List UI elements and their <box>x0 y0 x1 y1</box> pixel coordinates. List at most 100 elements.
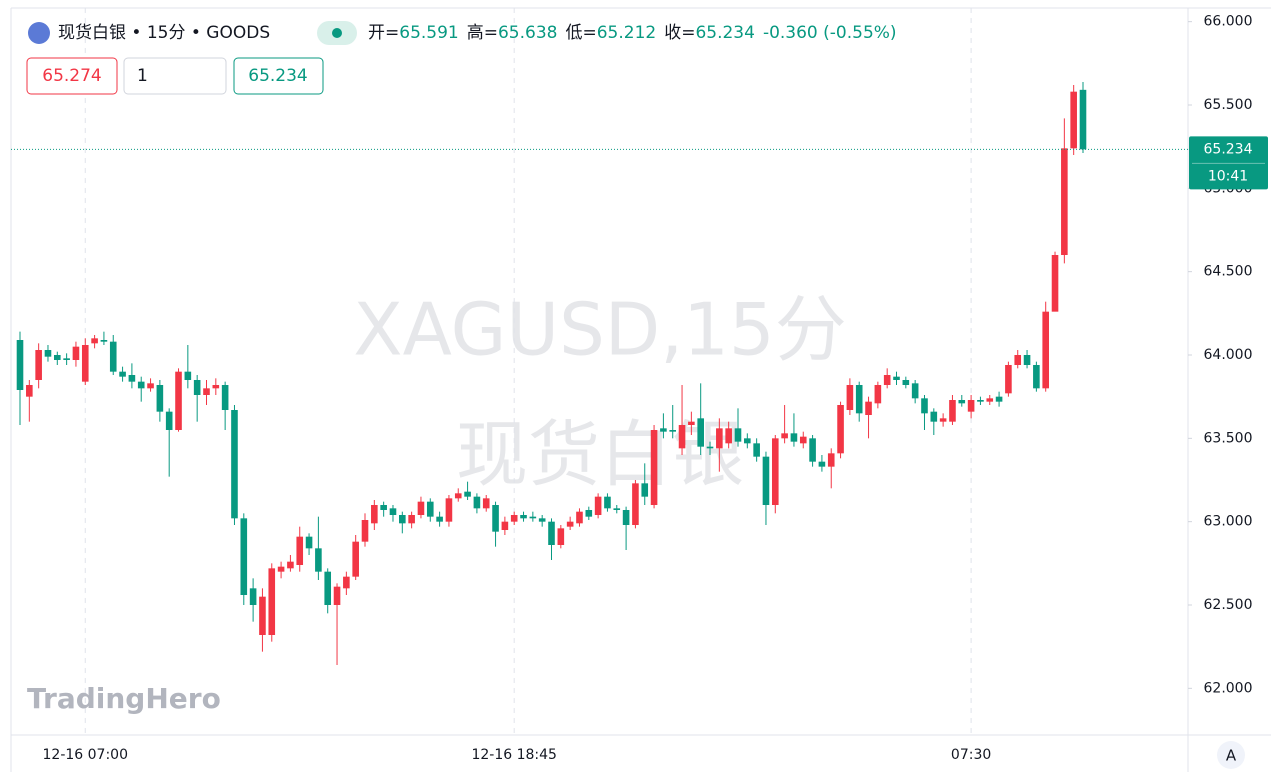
ohlc-value: 65.638 <box>498 23 557 43</box>
watermark-name: 现货白银 <box>456 413 744 497</box>
candle-body <box>100 340 108 342</box>
candle-body <box>35 350 42 380</box>
y-tick-label: 62.000 <box>1204 680 1253 696</box>
candle-body <box>156 385 164 412</box>
candle-body <box>744 438 751 444</box>
candle-body <box>324 571 332 605</box>
quantity-input[interactable] <box>123 57 227 95</box>
candle-body <box>716 428 723 449</box>
ohlc-change: -0.360 (-0.55%) <box>763 23 897 43</box>
last-price-tag <box>1189 136 1268 190</box>
candle-body <box>240 518 248 595</box>
candle-body <box>641 483 649 497</box>
candle-body <box>771 438 779 505</box>
candle-body <box>16 340 24 390</box>
ohlc-value: 65.212 <box>597 23 656 43</box>
candle-body <box>977 400 984 402</box>
candle-body <box>1023 355 1031 365</box>
y-tick-label: 62.500 <box>1204 597 1253 613</box>
candle-body <box>930 411 938 422</box>
watermark-symbol: XAGUSD,15分 <box>353 288 846 372</box>
candle-body <box>389 508 397 515</box>
candle-body <box>557 528 565 545</box>
candle-body <box>193 380 201 395</box>
candle-body <box>137 381 145 389</box>
auto-scale-button[interactable] <box>1217 741 1245 769</box>
candle-body <box>818 461 826 467</box>
candle-body <box>874 385 882 404</box>
buy-button[interactable] <box>233 57 324 95</box>
watermark: XAGUSD,15分 现货白银 <box>353 288 846 497</box>
candle-body <box>520 515 527 519</box>
candle-body <box>259 596 266 635</box>
x-tick-label: 12-16 18:45 <box>471 747 556 763</box>
candle-body <box>585 510 593 517</box>
candle-body <box>53 355 61 360</box>
candle-body <box>408 515 415 524</box>
candle-body <box>688 421 695 425</box>
symbol-icon <box>28 22 50 44</box>
candle-body <box>865 401 872 415</box>
candle-body <box>921 398 928 414</box>
status-dot <box>332 28 342 38</box>
candle-body <box>622 510 630 525</box>
candle-body <box>333 586 341 605</box>
candle-body <box>529 516 537 519</box>
candle-body <box>1042 311 1050 389</box>
candle-body <box>632 483 639 525</box>
candle-body <box>538 518 546 522</box>
candle-body <box>576 511 583 524</box>
candle-body <box>1079 89 1087 150</box>
candle-body <box>1005 365 1012 394</box>
ohlc-values: 开=65.591 高=65.638 低=65.212 收=65.234 -0.360 (… <box>368 23 897 43</box>
candle-body <box>296 536 304 565</box>
candle-body <box>436 516 443 522</box>
candle-body <box>203 388 210 395</box>
candle-body <box>902 380 910 385</box>
candle-body <box>893 376 900 380</box>
candle-body <box>548 521 555 545</box>
candle-body <box>464 491 471 497</box>
y-tick-label: 64.000 <box>1204 347 1253 363</box>
candle-body <box>837 405 844 454</box>
candle-body <box>613 508 621 510</box>
plot-area <box>16 8 1087 735</box>
ohlc-label: 高= <box>467 23 498 43</box>
candle-body <box>91 338 98 344</box>
candle-body <box>305 536 313 549</box>
candle-body <box>566 521 574 527</box>
candle-body <box>809 438 816 462</box>
candle-body <box>594 496 602 515</box>
candle-body <box>678 425 686 449</box>
ohlc-value: 65.591 <box>399 23 458 43</box>
candle-body <box>790 433 798 442</box>
candle-body <box>287 561 294 569</box>
candle-body <box>315 548 322 572</box>
candle-body <box>380 505 387 510</box>
candle-body <box>939 418 947 422</box>
candle-body <box>371 505 378 524</box>
candle-body <box>958 400 966 404</box>
ohlc-value: 65.234 <box>695 23 754 43</box>
last-price-label: 65.234 <box>1204 141 1253 157</box>
candle-body <box>277 566 285 572</box>
ohlc-label: 开= <box>368 23 399 43</box>
symbol-title: 现货白银 • 15分 • GOODS <box>58 23 270 43</box>
candle-body <box>949 400 956 422</box>
candle-body <box>165 411 173 430</box>
candle-body <box>72 346 80 360</box>
candle-body <box>1051 255 1059 312</box>
sell-button[interactable] <box>26 57 118 95</box>
ohlc-label: 收= <box>664 23 695 43</box>
candle-body <box>604 496 611 509</box>
candle-body <box>63 358 70 360</box>
candle-body <box>212 385 220 389</box>
x-tick-label: 12-16 07:00 <box>43 747 128 763</box>
y-tick-label: 63.000 <box>1204 514 1253 530</box>
quantity: 1 <box>137 66 148 86</box>
candle-body <box>995 396 1003 402</box>
candle-body <box>734 428 742 442</box>
candle-body <box>697 418 704 447</box>
candle-body <box>249 588 257 605</box>
